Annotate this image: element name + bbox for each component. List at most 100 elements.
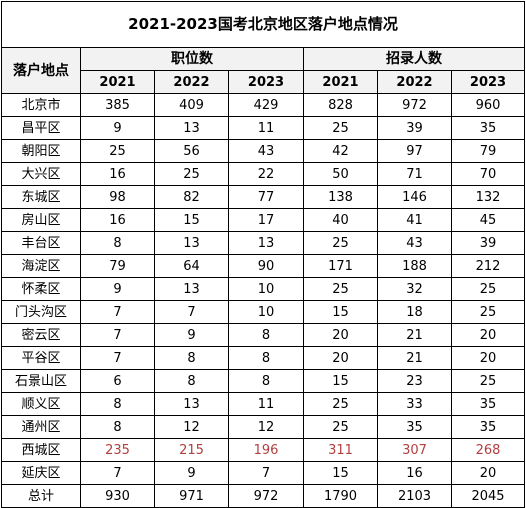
row-location: 石景山区: [1, 369, 81, 393]
table-cell: 25: [450, 277, 526, 301]
table-cell: 32: [377, 277, 452, 301]
table-cell: 2045: [450, 484, 526, 508]
table-row: 丰台区 8 13 13 25 43 39: [1, 231, 526, 255]
table-cell: 9: [154, 323, 229, 347]
table-cell: 196: [228, 438, 304, 462]
table-row: 昌平区 9 13 11 25 39 35: [1, 116, 526, 140]
recruits-header: 招录人数: [302, 47, 526, 71]
table-cell: 22: [228, 162, 304, 186]
table-cell: 972: [228, 484, 304, 508]
table-cell: 7: [228, 461, 304, 485]
table-cell: 10: [228, 300, 304, 324]
table-cell: 9: [154, 461, 229, 485]
table-cell: 7: [80, 461, 155, 485]
row-location: 东城区: [1, 185, 81, 209]
table-cell: 215: [154, 438, 229, 462]
table-cell: 43: [377, 231, 452, 255]
table-cell: 90: [228, 254, 304, 278]
table-cell: 11: [228, 116, 304, 140]
table-cell: 40: [303, 208, 378, 232]
row-location: 总计: [1, 484, 81, 508]
table-cell: 64: [154, 254, 229, 278]
row-location: 顺义区: [1, 392, 81, 416]
table-cell: 21: [377, 346, 452, 370]
table-row: 延庆区 7 9 7 15 16 20: [1, 461, 526, 485]
table-row: 大兴区 16 25 22 50 71 70: [1, 162, 526, 186]
year-header: 2021: [80, 70, 155, 94]
row-location: 平谷区: [1, 346, 81, 370]
table-cell: 79: [80, 254, 155, 278]
table-cell: 8: [228, 369, 304, 393]
location-header: 落户地点: [1, 47, 81, 94]
table-cell: 25: [303, 415, 378, 439]
table-cell: 235: [80, 438, 155, 462]
table-cell: 8: [228, 323, 304, 347]
table-cell: 212: [450, 254, 526, 278]
row-location: 昌平区: [1, 116, 81, 140]
table-cell: 39: [450, 231, 526, 255]
year-header: 2022: [154, 70, 229, 94]
table-cell: 8: [154, 369, 229, 393]
table-body: 北京市 385 409 429 828 972 960 昌平区 9 13 11 25 39 35 朝阳区 25…: [1, 93, 526, 508]
table-row: 怀柔区 9 13 10 25 32 25: [1, 277, 526, 301]
table-cell: 7: [80, 346, 155, 370]
table-cell: 429: [228, 93, 304, 117]
table-cell: 39: [377, 116, 452, 140]
table-title: 2021-2023国考北京地区落户地点情况: [0, 1, 526, 48]
table-cell: 828: [303, 93, 378, 117]
table-cell: 25: [154, 162, 229, 186]
row-location: 朝阳区: [1, 139, 81, 163]
table-row: 石景山区 6 8 8 15 23 25: [1, 369, 526, 393]
table-cell: 7: [154, 300, 229, 324]
row-location: 丰台区: [1, 231, 81, 255]
table-cell: 8: [80, 392, 155, 416]
table-cell: 311: [303, 438, 378, 462]
row-location: 通州区: [1, 415, 81, 439]
table-cell: 188: [377, 254, 452, 278]
table-cell: 138: [303, 185, 378, 209]
table-cell: 171: [303, 254, 378, 278]
table-cell: 971: [154, 484, 229, 508]
table-row: 北京市 385 409 429 828 972 960: [1, 93, 526, 117]
table-cell: 132: [450, 185, 526, 209]
table-cell: 45: [450, 208, 526, 232]
table-row: 海淀区 79 64 90 171 188 212: [1, 254, 526, 278]
table-cell: 77: [228, 185, 304, 209]
table-cell: 20: [450, 323, 526, 347]
table-cell: 25: [450, 369, 526, 393]
table-row: 门头沟区 7 7 10 15 18 25: [1, 300, 526, 324]
table-cell: 6: [80, 369, 155, 393]
table-cell: 13: [154, 231, 229, 255]
table-cell: 79: [450, 139, 526, 163]
table-cell: 12: [228, 415, 304, 439]
table-row: 房山区 16 15 17 40 41 45: [1, 208, 526, 232]
table-cell: 71: [377, 162, 452, 186]
table-cell: 2103: [377, 484, 452, 508]
table-cell: 1790: [303, 484, 378, 508]
table-cell: 35: [450, 116, 526, 140]
table-cell: 146: [377, 185, 452, 209]
year-header: 2022: [377, 70, 452, 94]
table-cell: 930: [80, 484, 155, 508]
table-cell: 9: [80, 277, 155, 301]
table-cell: 35: [450, 415, 526, 439]
table-cell: 18: [377, 300, 452, 324]
table-cell: 20: [303, 323, 378, 347]
table-cell: 50: [303, 162, 378, 186]
table-cell: 70: [450, 162, 526, 186]
table-cell: 25: [303, 116, 378, 140]
positions-header: 职位数: [80, 47, 304, 71]
table-cell: 12: [154, 415, 229, 439]
table-cell: 97: [377, 139, 452, 163]
year-header: 2023: [228, 70, 304, 94]
table-cell: 41: [377, 208, 452, 232]
table-cell: 13: [154, 277, 229, 301]
table-cell: 7: [80, 300, 155, 324]
table-cell: 409: [154, 93, 229, 117]
table-cell: 13: [154, 116, 229, 140]
row-location: 大兴区: [1, 162, 81, 186]
table-row: 平谷区 7 8 8 20 21 20: [1, 346, 526, 370]
table-cell: 82: [154, 185, 229, 209]
